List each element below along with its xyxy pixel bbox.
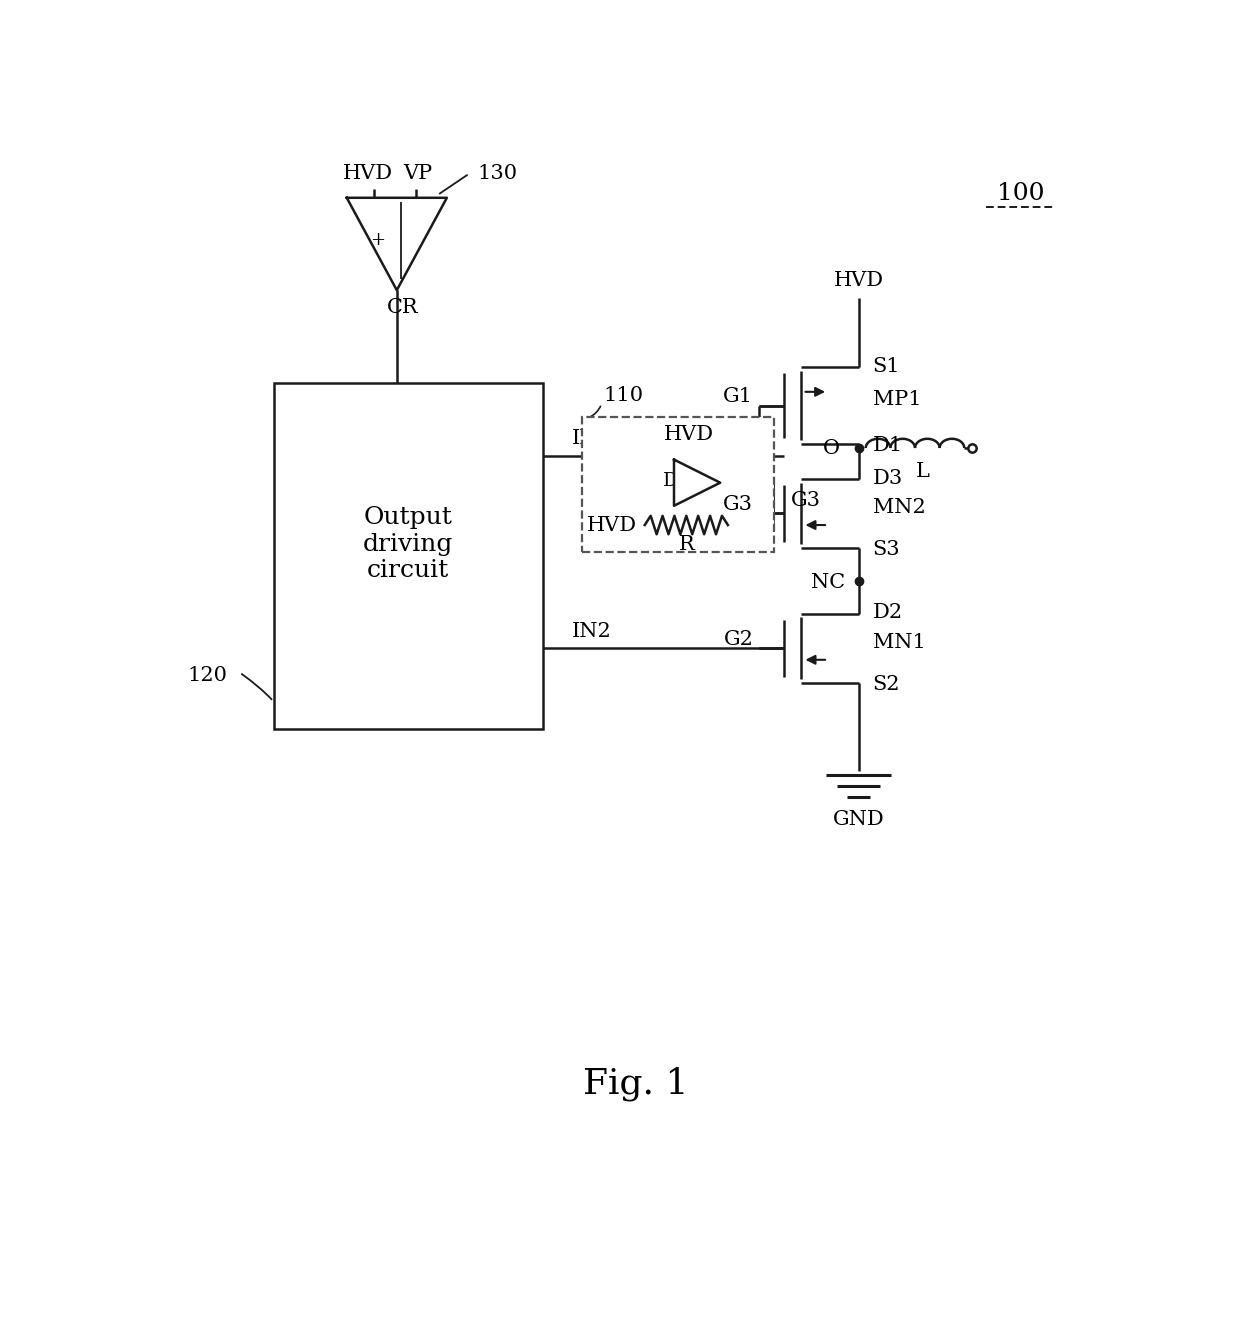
Text: G2: G2 <box>723 630 754 649</box>
Text: HVD: HVD <box>342 164 393 182</box>
Text: CR: CR <box>387 297 419 317</box>
Text: Fig. 1: Fig. 1 <box>583 1066 688 1100</box>
Text: D2: D2 <box>873 604 903 622</box>
Bar <box>274 383 543 729</box>
Text: G1: G1 <box>723 387 754 406</box>
Text: G3: G3 <box>723 495 754 514</box>
Text: HVD: HVD <box>833 271 884 291</box>
Polygon shape <box>675 460 720 506</box>
Text: 110: 110 <box>603 386 644 406</box>
Text: GND: GND <box>833 811 884 830</box>
Text: D1: D1 <box>873 436 903 456</box>
Text: 120: 120 <box>187 666 227 684</box>
Text: O: O <box>822 439 839 457</box>
Text: HVD: HVD <box>588 515 637 535</box>
Bar <box>582 417 774 552</box>
Text: IN2: IN2 <box>573 622 613 641</box>
Text: HVD: HVD <box>665 424 714 444</box>
Text: 130: 130 <box>477 164 518 182</box>
Text: D3: D3 <box>873 469 903 487</box>
Text: 100: 100 <box>997 182 1044 206</box>
Text: NC: NC <box>811 573 844 592</box>
Text: MN1: MN1 <box>873 633 925 651</box>
Text: MP1: MP1 <box>873 390 921 410</box>
Text: +: + <box>370 231 386 250</box>
Text: IN1: IN1 <box>573 429 613 448</box>
Text: D1: D1 <box>662 472 691 490</box>
Text: S3: S3 <box>873 540 900 559</box>
Text: Output
driving
circuit: Output driving circuit <box>363 506 454 583</box>
Text: G3: G3 <box>791 490 821 510</box>
Text: S1: S1 <box>873 357 900 376</box>
Text: R: R <box>678 535 694 553</box>
Text: MN2: MN2 <box>873 498 925 517</box>
Text: VP: VP <box>403 164 433 182</box>
Text: L: L <box>916 461 930 481</box>
Text: S2: S2 <box>873 675 900 694</box>
